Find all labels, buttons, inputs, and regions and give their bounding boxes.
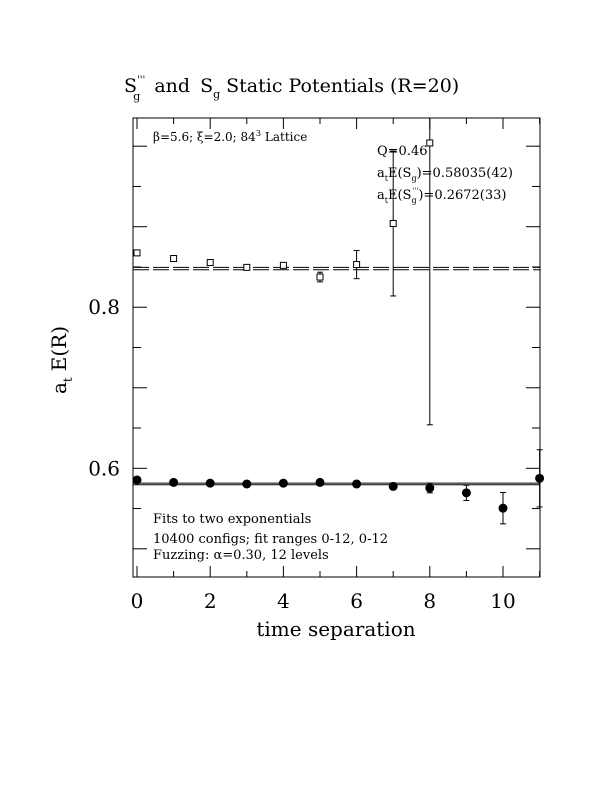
y-tick-label: 0.8 — [88, 295, 120, 319]
y-axis-label: at E(R) — [47, 326, 75, 394]
plot-area: 0 2 4 6 8 10 0.6 0.8 — [88, 117, 545, 613]
plot-frame — [132, 117, 541, 578]
x-axis-label: time separation — [256, 617, 415, 641]
x-tick-label: 0 — [131, 589, 144, 613]
title-and: and — [154, 75, 190, 97]
x-tick-label: 4 — [277, 589, 290, 613]
data-point-sg — [461, 488, 471, 498]
data-point-sg-prime — [279, 261, 287, 269]
data-point-sg — [388, 481, 398, 491]
configs-note: 10400 configs; fit ranges 0-12, 0-12 — [153, 532, 388, 547]
data-point-sg-prime — [389, 219, 397, 227]
data-point-sg — [352, 479, 362, 489]
lattice-annotation: β=5.6; ξ=2.0; 843 Lattice — [153, 129, 307, 144]
fit-quality: Q=0.46 — [377, 144, 428, 159]
title-s1-sup: ''' — [137, 75, 145, 86]
lattice-params: β=5.6; ξ=2.0; 84 — [153, 130, 256, 144]
data-point-sg — [278, 478, 288, 488]
x-tick-label: 8 — [423, 589, 436, 613]
y-label-rest: E(R) — [47, 326, 71, 371]
data-point-sg — [425, 483, 435, 493]
x-tick-label: 2 — [204, 589, 217, 613]
lattice-exponent: 3 — [256, 129, 261, 138]
title-rest: Static Potentials (R=20) — [226, 75, 459, 97]
title-s1-sub: g — [133, 90, 140, 103]
data-point-sg-prime — [133, 249, 141, 257]
title-s2-sub: g — [213, 88, 220, 101]
title-s2: S — [200, 75, 213, 97]
data-point-sg — [242, 479, 252, 489]
lattice-word: Lattice — [265, 130, 307, 144]
x-tick-label: 10 — [490, 589, 515, 613]
data-point-sg — [535, 473, 545, 483]
title-s1: S — [124, 75, 137, 97]
data-point-sg — [132, 475, 142, 485]
data-point-sg — [205, 478, 215, 488]
data-point-sg — [315, 477, 325, 487]
data-point-sg-prime — [426, 139, 434, 147]
chart-title: S''' g and Sg Static Potentials (R=20) — [124, 75, 459, 103]
y-label-a: a — [47, 382, 71, 394]
data-point-sg-prime — [353, 261, 361, 269]
fit-energy-sg: atE(Sg)=0.58035(42) — [377, 166, 513, 183]
data-point-sg-prime — [170, 255, 178, 263]
data-point-sg-prime — [316, 273, 324, 281]
y-tick-label: 0.6 — [88, 456, 120, 480]
data-point-sg — [169, 477, 179, 487]
fit-method-note: Fits to two exponentials — [153, 512, 311, 527]
data-point-sg — [498, 503, 508, 513]
fit-energy-sg-prime: atE(Sg''')=0.2672(33) — [377, 187, 507, 205]
fuzzing-note: Fuzzing: α=0.30, 12 levels — [153, 548, 329, 563]
y-label-sub: t — [61, 377, 75, 382]
data-point-sg-prime — [243, 263, 251, 271]
data-point-sg-prime — [206, 259, 214, 267]
x-tick-label: 6 — [350, 589, 363, 613]
